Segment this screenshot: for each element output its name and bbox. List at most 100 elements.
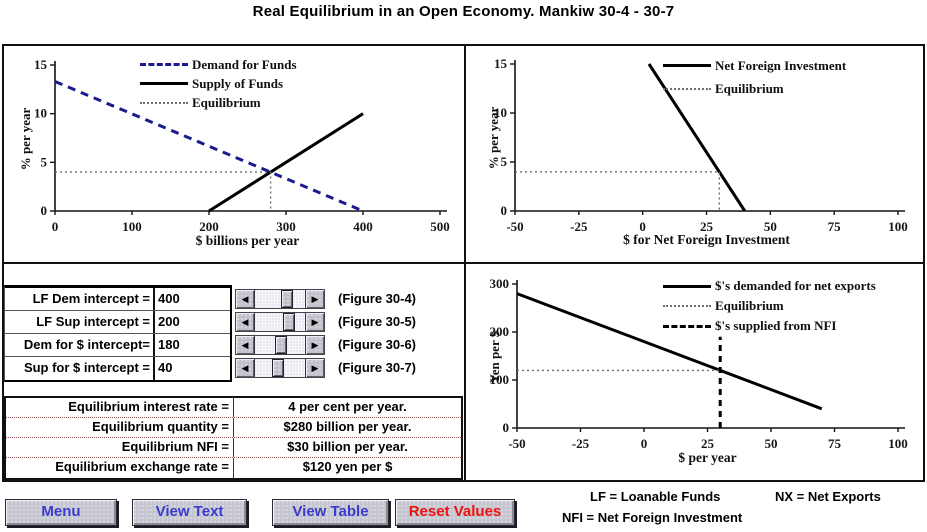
lf-dem-scrollbar[interactable]: ◀ ▶ — [235, 289, 325, 309]
lf-sup-scrollbar[interactable]: ◀ ▶ — [235, 312, 325, 332]
scroll-track[interactable] — [255, 359, 305, 377]
dotted-gray-line-sample-icon — [663, 87, 711, 90]
sup-dollar-intercept-value-field[interactable]: 40 — [153, 357, 230, 380]
svg-text:10: 10 — [494, 105, 507, 120]
controls-panel: LF Dem intercept = 400 LF Sup intercept … — [4, 264, 464, 480]
intercept-control-table: LF Dem intercept = 400 LF Sup intercept … — [4, 285, 232, 382]
solid-black-line-sample-icon — [663, 284, 711, 288]
svg-text:75: 75 — [828, 219, 842, 234]
scroll-left-button[interactable]: ◀ — [236, 290, 255, 308]
svg-text:75: 75 — [828, 436, 842, 451]
solid-black-line-sample-icon — [663, 64, 711, 67]
left-arrow-icon: ◀ — [241, 362, 249, 373]
scroll-thumb[interactable] — [272, 359, 284, 377]
exchange-rate-x-axis-label: $ per year — [678, 450, 737, 465]
dem-dollar-intercept-value-field[interactable]: 180 — [153, 334, 230, 356]
lf-dem-intercept-value-field[interactable]: 400 — [153, 288, 230, 310]
control-row-dem-dollar: Dem for $ intercept= 180 — [5, 334, 230, 357]
svg-text:50: 50 — [764, 219, 777, 234]
legend-label: Supply of Funds — [192, 75, 284, 91]
svg-text:-25: -25 — [570, 219, 588, 234]
menu-button[interactable]: Menu — [5, 499, 117, 526]
svg-text:0: 0 — [503, 420, 510, 435]
scroll-right-button[interactable]: ▶ — [305, 313, 324, 331]
svg-text:0: 0 — [639, 219, 646, 234]
dotted-gray-line-sample-icon — [140, 101, 188, 104]
equilibrium-nfi-value: $30 billion per year. — [287, 439, 408, 454]
svg-text:500: 500 — [430, 219, 450, 234]
dashed-blue-line-sample-icon — [140, 63, 188, 66]
loanable-funds-chart: 0 100 200 300 400 500 0 5 10 15 — [4, 46, 464, 262]
right-arrow-icon: ▶ — [311, 362, 319, 373]
right-arrow-icon: ▶ — [311, 339, 319, 350]
figure-ref-30-7: (Figure 30-7) — [338, 360, 417, 375]
result-row-exchange-rate: Equilibrium exchange rate = $120 yen per… — [6, 458, 461, 478]
abbrev-loanable-funds: LF = Loanable Funds — [590, 489, 721, 504]
svg-text:300: 300 — [276, 219, 296, 234]
svg-text:100: 100 — [888, 436, 908, 451]
legend-item: $'s supplied from NFI — [663, 316, 876, 336]
control-label: Dem for $ intercept= — [23, 337, 150, 352]
result-label: Equilibrium exchange rate = — [6, 458, 234, 478]
view-text-button[interactable]: View Text — [132, 499, 247, 526]
exchange-rate-panel: -50 -25 0 25 50 75 100 0 100 200 300 Yen per $ $ p… — [466, 264, 923, 480]
legend-label: $'s supplied from NFI — [715, 318, 837, 333]
loanable-funds-x-axis-label: $ billions per year — [195, 233, 300, 248]
right-arrow-icon: ▶ — [311, 293, 319, 304]
svg-text:25: 25 — [700, 219, 714, 234]
solid-black-line-sample-icon — [140, 82, 188, 85]
legend-item: Net Foreign Investment — [663, 54, 846, 77]
legend-item: Demand for Funds — [140, 55, 297, 74]
control-row-lf-sup: LF Sup intercept = 200 — [5, 311, 230, 334]
svg-text:100: 100 — [490, 372, 510, 387]
svg-text:-50: -50 — [508, 436, 525, 451]
scroll-left-button[interactable]: ◀ — [236, 313, 255, 331]
chart-board: 0 100 200 300 400 500 0 5 10 15 % per year $ bill… — [2, 44, 925, 482]
legend-label: Demand for Funds — [192, 56, 297, 72]
exchange-rate-chart: -50 -25 0 25 50 75 100 0 100 200 300 — [466, 264, 923, 480]
dem-dollar-scrollbar[interactable]: ◀ ▶ — [235, 335, 325, 355]
view-table-button[interactable]: View Table — [272, 499, 389, 526]
scroll-left-button[interactable]: ◀ — [236, 336, 255, 354]
scroll-thumb[interactable] — [283, 313, 295, 331]
scroll-right-button[interactable]: ▶ — [305, 336, 324, 354]
nfi-x-axis-label: $ for Net Foreign Investment — [623, 232, 790, 247]
left-arrow-icon: ◀ — [241, 316, 249, 327]
sup-dollar-scrollbar[interactable]: ◀ ▶ — [235, 358, 325, 378]
legend-label: $'s demanded for net exports — [715, 278, 876, 293]
scroll-track[interactable] — [255, 290, 305, 308]
left-arrow-icon: ◀ — [241, 293, 249, 304]
scroll-right-button[interactable]: ▶ — [305, 290, 324, 308]
legend-label: Equilibrium — [715, 298, 784, 313]
left-arrow-icon: ◀ — [241, 339, 249, 350]
legend-item: $'s demanded for net exports — [663, 276, 876, 296]
scroll-thumb[interactable] — [281, 290, 293, 308]
svg-text:0: 0 — [641, 436, 648, 451]
result-row-quantity: Equilibrium quantity = $280 billion per … — [6, 418, 461, 438]
result-label: Equilibrium NFI = — [6, 438, 234, 457]
svg-text:0: 0 — [41, 203, 48, 218]
dashed-black-line-sample-icon — [663, 324, 711, 328]
lf-sup-intercept-value-field[interactable]: 200 — [153, 311, 230, 333]
svg-text:-25: -25 — [572, 436, 590, 451]
scroll-track[interactable] — [255, 336, 305, 354]
legend-label: Net Foreign Investment — [715, 57, 847, 73]
figure-ref-30-6: (Figure 30-6) — [338, 337, 417, 352]
equilibrium-exchange-rate-value: $120 yen per $ — [302, 459, 393, 474]
scroll-track[interactable] — [255, 313, 305, 331]
result-row-interest-rate: Equilibrium interest rate = 4 per cent p… — [6, 398, 461, 418]
svg-text:0: 0 — [501, 203, 508, 218]
svg-text:15: 15 — [494, 56, 508, 71]
svg-text:0: 0 — [52, 219, 59, 234]
reset-values-button[interactable]: Reset Values — [395, 499, 515, 526]
legend-label: Equilibrium — [715, 80, 784, 96]
page-title: Real Equilibrium in an Open Economy. Man… — [252, 3, 675, 20]
legend-item: Equilibrium — [663, 296, 876, 316]
nfi-legend: Net Foreign Investment Equilibrium — [663, 54, 846, 100]
equilibrium-results-table: Equilibrium interest rate = 4 per cent p… — [4, 396, 463, 480]
scroll-thumb[interactable] — [275, 336, 287, 354]
svg-text:-50: -50 — [506, 219, 523, 234]
scroll-left-button[interactable]: ◀ — [236, 359, 255, 377]
scroll-right-button[interactable]: ▶ — [305, 359, 324, 377]
